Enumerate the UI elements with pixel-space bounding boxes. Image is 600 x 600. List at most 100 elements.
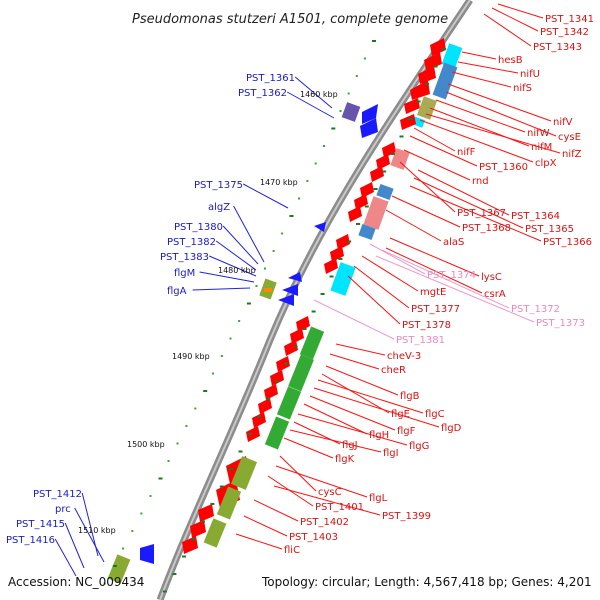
kbp-tick-label: 1470 kbp — [260, 178, 298, 187]
kbp-tick-label: 1480 kbp — [218, 266, 256, 275]
gene-label: nifV — [553, 117, 573, 128]
leader-line — [321, 373, 390, 414]
leader-line — [313, 299, 395, 340]
leader-line — [297, 413, 408, 446]
gene-arrow — [288, 272, 302, 282]
gene-arrow — [258, 398, 272, 414]
gene-label: PST_1342 — [540, 27, 589, 38]
gene-label: PST_1380 — [174, 222, 223, 233]
leader-line — [317, 379, 424, 414]
gene-label: PST_1381 — [396, 335, 445, 346]
gene-label: nifM — [531, 142, 552, 153]
gene-label: flgK — [335, 454, 355, 465]
gene-label: nifF — [457, 147, 476, 158]
tick-dot — [229, 468, 234, 470]
gene-arrow — [404, 98, 420, 114]
tick-dot — [320, 293, 325, 295]
gene-label: PST_1362 — [238, 88, 287, 99]
leader-line — [329, 353, 380, 370]
tick-dot — [289, 215, 294, 217]
leader-line — [419, 119, 534, 163]
tick-dot — [149, 495, 152, 497]
leader-line — [54, 538, 77, 577]
gene-label: PST_1343 — [533, 42, 582, 53]
leader-line — [222, 225, 259, 265]
gene-arrow — [376, 154, 390, 170]
gene-label: PST_1367 — [457, 208, 506, 219]
tick-dot — [390, 153, 395, 155]
tick-dot — [203, 390, 208, 392]
tick-dot — [172, 573, 177, 575]
leader-line — [243, 515, 288, 537]
gene-block — [441, 43, 463, 69]
gene-label: PST_1378 — [402, 320, 451, 331]
tick-dot — [302, 328, 307, 330]
tick-dot — [293, 345, 298, 348]
leader-line — [335, 343, 386, 356]
tick-dot — [140, 512, 143, 515]
leader-line — [403, 149, 471, 181]
leader-line — [435, 99, 526, 133]
leader-line — [483, 13, 532, 47]
gene-label: nifZ — [562, 149, 582, 160]
tick-dot — [364, 205, 369, 208]
tick-dot — [272, 250, 275, 252]
tick-dot — [399, 135, 404, 138]
tick-dot — [194, 407, 197, 410]
gene-label: prc — [55, 504, 71, 515]
leader-line — [74, 507, 105, 563]
tick-dot — [275, 380, 280, 383]
leader-line — [353, 265, 410, 309]
gene-block — [330, 262, 356, 296]
gene-label: alaS — [443, 237, 464, 248]
leader-line — [409, 185, 542, 242]
leader-line — [391, 195, 461, 228]
gene-arrow — [410, 80, 430, 100]
leader-line — [413, 127, 456, 152]
gene-arrow — [296, 316, 310, 332]
gene-label: PST_1372 — [511, 304, 560, 315]
accession-text: Accession: NC_009434 — [8, 575, 144, 589]
gene-block — [390, 148, 410, 170]
map-title: Pseudomonas stutzeri A1501, complete gen… — [132, 12, 448, 27]
gene-label: lysC — [481, 272, 502, 283]
gene-label: PST_1375 — [194, 180, 243, 191]
leader-line — [242, 183, 289, 209]
leader-line — [461, 51, 497, 60]
gene-label: clpX — [535, 158, 557, 169]
gene-label: PST_1383 — [160, 252, 209, 263]
gene-arrow — [182, 536, 198, 554]
tick-dot — [373, 188, 378, 190]
gene-label: nifW — [527, 128, 550, 139]
leader-line — [425, 113, 561, 154]
gene-arrow — [276, 356, 290, 372]
tick-dot — [347, 92, 350, 95]
gene-block — [216, 486, 242, 520]
gene-arrow — [190, 520, 206, 538]
tick-dot — [314, 162, 317, 165]
tick-dot — [103, 582, 106, 585]
gene-arrow — [252, 412, 266, 428]
forward-strand-features — [182, 38, 463, 554]
gene-label: flgE — [391, 409, 410, 420]
leader-line — [385, 209, 442, 242]
leader-line — [233, 205, 265, 263]
leader-line — [199, 271, 255, 283]
gene-arrow — [290, 328, 304, 344]
gene-labels: PST_1341 PST_1342 PST_1343 hesB nifU nifS nifV… — [6, 14, 594, 556]
leader-line — [294, 76, 333, 109]
tick-dot — [238, 450, 243, 453]
gene-label: csrA — [484, 289, 506, 300]
tick-dot — [167, 460, 170, 462]
leader-line — [303, 403, 368, 435]
leader-line — [235, 533, 283, 550]
topology-text: Topology: circular; Length: 4,567,418 bp… — [261, 575, 592, 589]
gene-arrow — [330, 246, 344, 262]
tick-dot — [112, 565, 117, 567]
gene-arrow — [284, 340, 298, 356]
leader-line — [457, 61, 519, 74]
gene-label: flgD — [441, 423, 462, 434]
gene-arrow — [354, 194, 368, 210]
gene-label: PST_1412 — [33, 489, 82, 500]
